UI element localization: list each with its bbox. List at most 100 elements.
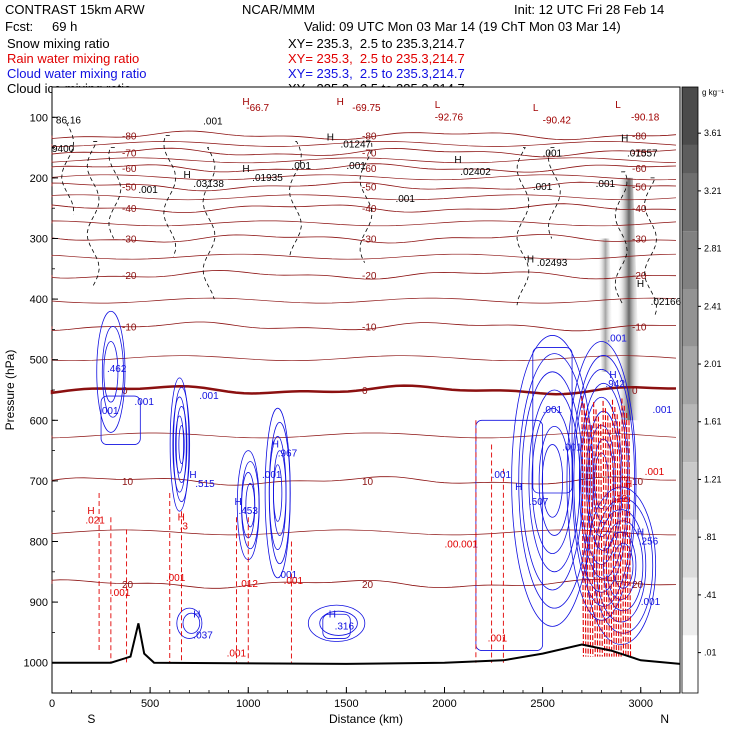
- contour-annotation: .01557: [627, 149, 658, 160]
- contour-annotation: .316: [335, 621, 355, 632]
- temperature-label: -10: [632, 322, 647, 333]
- contour-annotation: .256: [639, 537, 659, 548]
- contour-annotation: .001: [278, 570, 298, 581]
- institution-label: NCAR/MMM: [242, 2, 315, 17]
- x-axis-title: Distance (km): [329, 712, 403, 726]
- temperature-contour: [51, 579, 677, 589]
- colorbar-label: 3.61: [704, 128, 722, 138]
- contour-annotation: .001: [134, 397, 154, 408]
- cloud-water-contour: [175, 406, 188, 484]
- temperature-label: -50: [632, 182, 647, 193]
- temperature-label: -70: [362, 148, 377, 159]
- cloud-water-contour: [538, 425, 571, 536]
- rain-water-contour: [586, 410, 589, 657]
- temperature-contour: [51, 174, 677, 181]
- temperature-contour: [51, 321, 677, 332]
- contour-annotation: .12: [613, 494, 627, 505]
- rain-water-contour: [621, 398, 625, 657]
- cloud-water-contour: [322, 613, 351, 639]
- temperature-label: -80: [632, 131, 647, 142]
- contour-annotation: H: [637, 279, 644, 290]
- contour-annotation: .021: [85, 515, 105, 526]
- field-cloudwater-xy: XY= 235.3, 2.5 to 235.3,214.7: [288, 66, 465, 81]
- init-time: Init: 12 UTC Fri 28 Feb 14: [514, 2, 665, 17]
- contour-annotation: .03138: [193, 179, 224, 190]
- contour-annotation: H: [183, 170, 190, 181]
- temperature-contour: [51, 432, 677, 439]
- contour-annotation: .02166: [651, 297, 682, 308]
- x-tick-label: 3000: [629, 698, 653, 710]
- temperature-contour: [51, 297, 677, 304]
- cloud-water-contour: [178, 425, 185, 464]
- colorbar-segment: [682, 404, 698, 463]
- cloud-water-contour: [521, 371, 584, 591]
- contour-annotation: 9400: [52, 144, 75, 155]
- temperature-label: -10: [362, 322, 377, 333]
- cloud-water-contour: [100, 395, 141, 445]
- y-tick-label: 200: [30, 173, 48, 185]
- cloud-ice-contour: [516, 147, 530, 306]
- cloud-water-contour: [273, 464, 283, 522]
- contour-annotation: .001: [645, 467, 665, 478]
- cloud-water-contour: [182, 612, 201, 634]
- rain-water-contour: [626, 413, 629, 657]
- contour-annotation: .00.001: [445, 540, 479, 551]
- contour-annotation: H: [637, 527, 644, 538]
- temperature-label: -40: [122, 204, 137, 215]
- temperature-contour: [51, 157, 677, 164]
- contour-annotation: H: [235, 497, 242, 508]
- rain-water-contour: [583, 403, 587, 657]
- field-snow-name: Snow mixing ratio: [7, 36, 110, 51]
- contour-annotation: .507: [529, 497, 549, 508]
- contour-annotation: 86.16: [56, 115, 81, 126]
- rain-water-contour: [607, 415, 610, 657]
- temperature-label: -40: [632, 204, 647, 215]
- rain-water-contour: [619, 421, 622, 657]
- temperature-contour: [51, 529, 676, 536]
- contour-annotation: .001: [166, 573, 186, 584]
- temperature-contour: [51, 130, 677, 141]
- temperature-label: -60: [362, 164, 377, 175]
- temperature-label: -50: [122, 182, 137, 193]
- cloud-ice-contour: [359, 141, 373, 263]
- contour-annotation: L: [533, 103, 539, 114]
- contour-annotation: .02493: [537, 258, 568, 269]
- contour-annotation: -90.42: [543, 115, 572, 126]
- temperature-label: 10: [362, 477, 374, 488]
- valid-time: Valid: 09 UTC Mon 03 Mar 14 (19 ChT Mon …: [304, 19, 621, 34]
- y-tick-label: 800: [30, 537, 48, 549]
- contour-annotation: .037: [193, 630, 213, 641]
- colorbar-unit: g kg⁻¹: [702, 88, 724, 97]
- temperature-contour: [51, 203, 677, 213]
- field-rain-name: Rain water mixing ratio: [7, 51, 140, 66]
- cloud-water-contour: [172, 396, 187, 493]
- x-tick-label: 0: [49, 698, 55, 710]
- rain-water-contour: [595, 409, 599, 657]
- contour-annotation: H: [193, 609, 200, 620]
- x-tick-label: 2000: [432, 698, 456, 710]
- colorbar-label: .41: [704, 590, 717, 600]
- contour-annotation: .001: [596, 179, 616, 190]
- temperature-label: -30: [122, 235, 137, 246]
- cloud-ice-contour: [614, 171, 628, 306]
- cloud-ice-contour: [163, 135, 177, 257]
- y-axis-title: Pressure (hPa): [3, 350, 17, 431]
- contour-annotation: .001: [199, 391, 219, 402]
- y-tick-label: 900: [30, 597, 48, 609]
- contour-annotation: .453: [238, 506, 258, 517]
- colorbar-segment: [682, 346, 698, 405]
- temperature-contour: [51, 270, 677, 280]
- temperature-label: -80: [122, 131, 137, 142]
- contour-annotation: H: [609, 370, 616, 381]
- contour-annotation: .01247: [340, 140, 371, 151]
- contour-annotation: .001: [395, 194, 415, 205]
- temperature-label: -40: [362, 204, 377, 215]
- contour-annotation: H: [242, 164, 249, 175]
- temperature-contour: [51, 220, 677, 227]
- rain-water-contour: [602, 400, 606, 657]
- contour-annotation: .967: [278, 449, 298, 460]
- field-cloudwater-name: Cloud water mixing ratio: [7, 66, 147, 81]
- y-tick-label: 100: [30, 112, 48, 124]
- contour-annotation: .001: [291, 161, 311, 172]
- contour-annotation: .001: [346, 161, 366, 172]
